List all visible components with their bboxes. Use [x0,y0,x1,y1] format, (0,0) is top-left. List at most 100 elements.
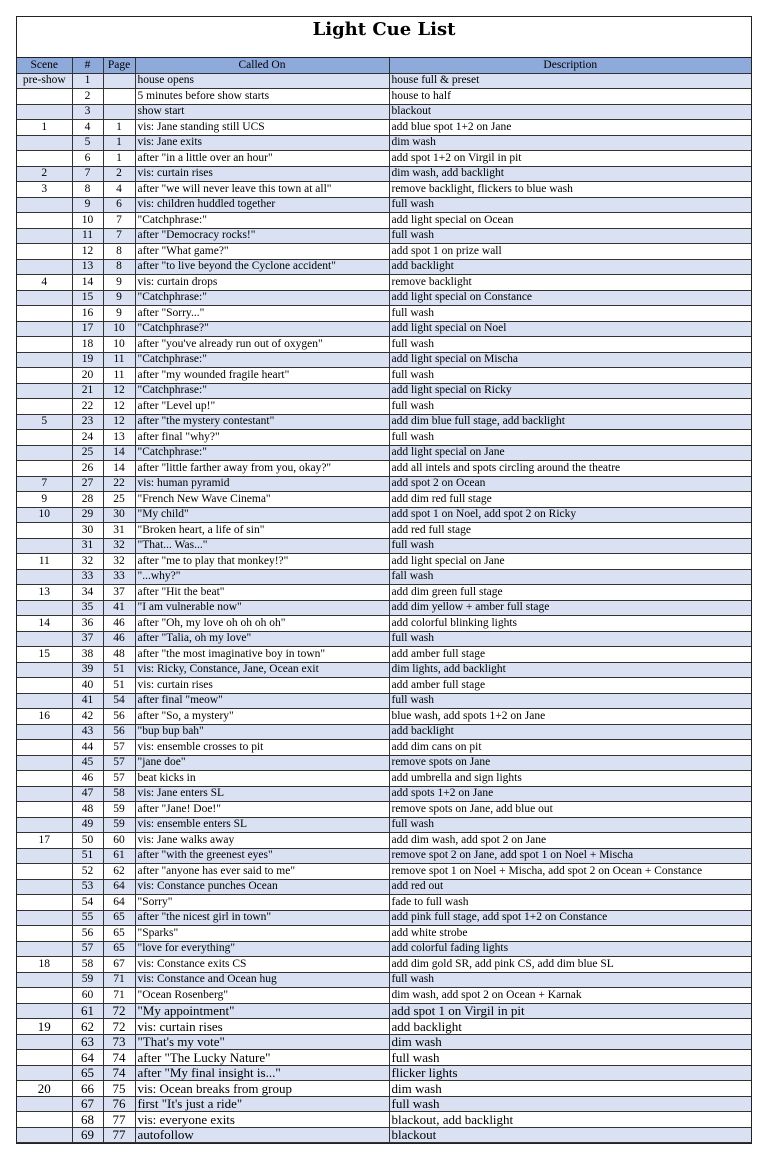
page-cell: 65 [102,909,136,926]
cue-number-cell: 66 [71,1080,104,1097]
table-row: 15 9 "Catchphrase:" add light special on Co… [17,289,751,306]
scene-cell: 18 [17,956,73,973]
cue-number-cell: 50 [71,832,104,849]
called-on-cell: vis: curtain rises [134,1018,390,1035]
page-cell: 48 [102,646,136,663]
cue-number-cell: 14 [71,274,104,291]
cue-number-cell: 2 [71,88,104,105]
description-cell: full wash [388,367,751,384]
cue-number-cell: 42 [71,708,104,725]
scene-cell [17,847,73,864]
description-cell: add light special on Ricky [388,382,751,399]
description-cell: add red full stage [388,522,751,539]
description-cell: add colorful fading lights [388,940,751,957]
table-row: 25 14 "Catchphrase:" add light special on J… [17,444,751,461]
page-cell: 57 [102,754,136,771]
table-row: 13 8 after "to live beyond the Cyclone acc… [17,258,751,275]
called-on-cell: after "The Lucky Nature" [134,1049,390,1066]
scene-cell [17,460,73,477]
called-on-cell: after "What game?" [134,243,390,260]
called-on-cell: after "Sorry..." [134,305,390,322]
scene-cell [17,1002,73,1019]
cue-number-cell: 45 [71,754,104,771]
cue-number-cell: 25 [71,444,104,461]
table-row: 47 58 vis: Jane enters SL add spots 1+2 on … [17,785,751,802]
page-cell: 11 [102,351,136,368]
cue-number-cell: 41 [71,692,104,709]
called-on-cell: vis: human pyramid [134,475,390,492]
scene-cell [17,630,73,647]
table-row: 46 57 beat kicks in add umbrella and sign l… [17,770,751,787]
page-cell: 7 [102,227,136,244]
page-cell: 56 [102,708,136,725]
description-cell: add light special on Ocean [388,212,751,229]
called-on-cell: after "the nicest girl in town" [134,909,390,926]
page-cell: 71 [102,971,136,988]
table-row: 11 7 after "Democracy rocks!" full wash [17,227,751,244]
called-on-cell: house opens [134,72,390,89]
called-on-cell: after "me to play that monkey!?" [134,553,390,570]
called-on-cell: after "Oh, my love oh oh oh oh" [134,615,390,632]
called-on-cell: "Catchphrase:" [134,212,390,229]
page-cell: 75 [102,1080,136,1097]
description-cell: add spot 1 on Noel, add spot 2 on Ricky [388,506,751,523]
description-cell: add amber full stage [388,677,751,694]
called-on-cell: after final "why?" [134,429,390,446]
description-cell: remove spots on Jane, add blue out [388,801,751,818]
table-row: 1 4 1 vis: Jane standing still UCS add blue … [17,119,751,136]
page-cell: 2 [102,165,136,182]
page-cell: 7 [102,212,136,229]
called-on-cell: after "Talia, oh my love" [134,630,390,647]
scene-cell [17,599,73,616]
scene-cell: 2 [17,165,73,182]
scene-cell [17,692,73,709]
page-cell: 10 [102,320,136,337]
description-cell: dim wash, add backlight [388,165,751,182]
cue-number-cell: 48 [71,801,104,818]
table-row: 18 10 after "you've already run out of oxy… [17,336,751,353]
cue-number-cell: 22 [71,398,104,415]
cue-number-cell: 56 [71,925,104,942]
cue-number-cell: 34 [71,584,104,601]
page-cell: 60 [102,832,136,849]
called-on-cell: "bup bup bah" [134,723,390,740]
page-cell: 59 [102,816,136,833]
called-on-cell: vis: Jane walks away [134,832,390,849]
cue-number-cell: 10 [71,212,104,229]
description-cell: add backlight [388,1018,751,1035]
description-cell: dim wash [388,134,751,151]
table-row: 55 65 after "the nicest girl in town" add p… [17,909,751,926]
table-row: 64 74 after "The Lucky Nature" full wash [17,1049,751,1066]
scene-cell [17,134,73,151]
cue-number-cell: 15 [71,289,104,306]
scene-cell [17,987,73,1004]
description-cell: add colorful blinking lights [388,615,751,632]
scene-cell [17,88,73,105]
called-on-cell: first "It's just a ride" [134,1095,390,1112]
table-row: 53 64 vis: Constance punches Ocean add red … [17,878,751,895]
page-title: Light Cue List [17,17,751,58]
page-cell: 37 [102,584,136,601]
table-row: 20 66 75 vis: Ocean breaks from group dim wa… [17,1080,751,1097]
page-cell: 77 [102,1126,136,1143]
description-cell: dim wash [388,1033,751,1050]
called-on-cell: "Broken heart, a life of sin" [134,522,390,539]
scene-cell [17,940,73,957]
called-on-cell: vis: curtain rises [134,677,390,694]
cue-number-cell: 54 [71,894,104,911]
cue-number-cell: 58 [71,956,104,973]
called-on-cell: "Catchphrase:" [134,351,390,368]
description-cell: full wash [388,537,751,554]
called-on-cell: vis: children huddled together [134,196,390,213]
table-row: 57 65 "love for everything" add colorful fa… [17,940,751,957]
cue-number-cell: 29 [71,506,104,523]
description-cell: add spots 1+2 on Jane [388,785,751,802]
page-cell: 58 [102,785,136,802]
table-row: 52 62 after "anyone has ever said to me" re… [17,863,751,880]
cue-number-cell: 12 [71,243,104,260]
table-row: 63 73 "That's my vote" dim wash [17,1033,751,1050]
table-row: 37 46 after "Talia, oh my love" full wash [17,630,751,647]
scene-cell [17,1033,73,1050]
called-on-cell: after "the mystery contestant" [134,413,390,430]
cue-number-cell: 64 [71,1049,104,1066]
